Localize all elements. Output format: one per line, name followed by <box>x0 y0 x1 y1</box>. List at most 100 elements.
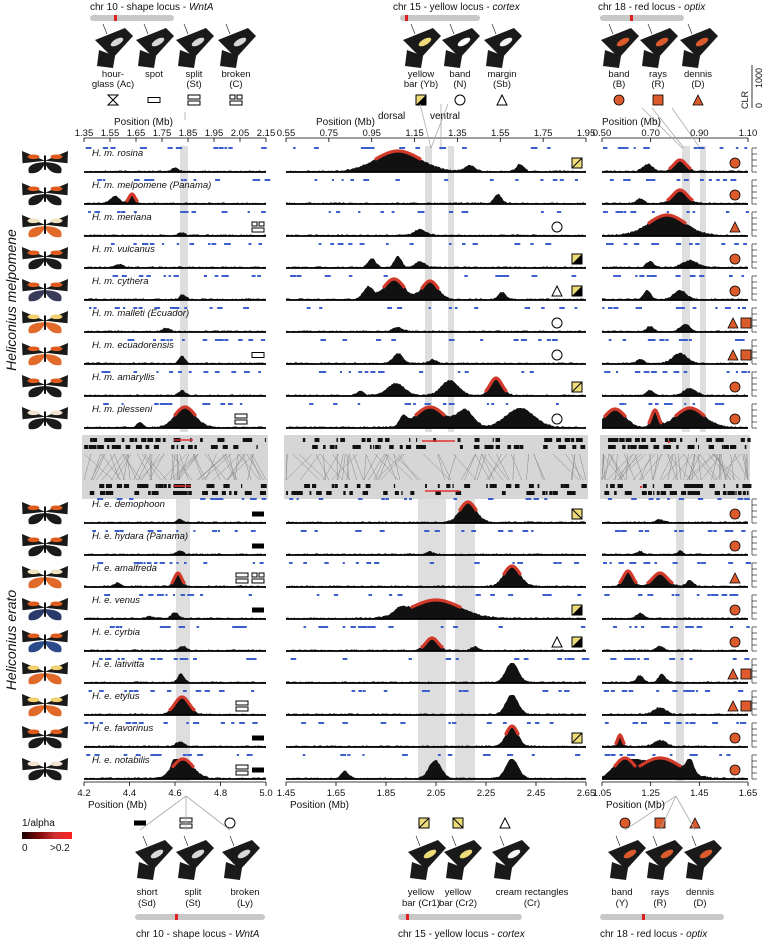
snp-marker <box>249 594 252 596</box>
snp-marker <box>602 307 604 309</box>
gene-model <box>580 445 585 449</box>
snp-marker <box>443 403 446 405</box>
snp-marker <box>675 690 678 692</box>
red-band-symbol <box>730 733 740 743</box>
gene-model <box>375 445 379 449</box>
short-symbol <box>252 544 264 549</box>
snp-marker <box>439 147 444 149</box>
snp-marker <box>203 562 207 564</box>
rays-symbol <box>741 318 751 328</box>
gene-model <box>110 438 116 442</box>
snp-marker <box>330 243 334 245</box>
snp-marker <box>173 275 179 277</box>
snp-marker <box>577 594 581 596</box>
population-label: H. e. lativitta <box>92 659 144 670</box>
gene-model <box>168 484 171 488</box>
gene-model <box>130 438 134 442</box>
gene-model <box>310 491 312 495</box>
snp-marker <box>349 371 351 373</box>
axis-tick-label: 1.55 <box>101 128 120 139</box>
hindwing-right <box>45 386 62 397</box>
gene-model <box>653 445 658 449</box>
gene-model <box>366 484 371 488</box>
chromosome-top-0-bar <box>90 15 174 21</box>
hindwing-right <box>45 545 62 556</box>
phenotype-illustration-bottom <box>492 836 530 880</box>
snp-marker <box>534 498 539 500</box>
snp-marker <box>746 498 749 500</box>
forewing-band <box>51 314 63 319</box>
snp-marker <box>512 562 514 564</box>
snp-marker <box>707 594 710 596</box>
snp-marker <box>388 626 393 628</box>
axis-tick-label: 2.05 <box>427 788 446 799</box>
snp-marker <box>532 275 538 277</box>
snp-marker <box>358 626 363 628</box>
snp-marker <box>738 307 740 309</box>
row-butterfly <box>22 343 68 365</box>
rays-symbol <box>741 350 751 360</box>
snp-marker <box>560 307 565 309</box>
snp-marker <box>608 307 613 309</box>
snp-marker <box>226 243 231 245</box>
snp-marker <box>238 626 240 628</box>
snp-marker <box>741 498 743 500</box>
gene-model <box>401 491 402 495</box>
snp-marker <box>449 339 454 341</box>
phenotype-label-bottom: (Y) <box>616 898 629 909</box>
legend-max-label: >0.2 <box>50 843 70 854</box>
forewing-band <box>51 569 63 574</box>
snp-marker <box>647 147 650 149</box>
snp-marker <box>693 307 697 309</box>
snp-marker <box>673 626 678 628</box>
butterfly-body <box>44 220 46 234</box>
snp-marker <box>736 371 738 373</box>
gene-model <box>452 484 453 488</box>
gene-model <box>649 491 652 495</box>
snp-marker <box>557 211 561 213</box>
forewing-band <box>28 761 40 766</box>
snp-marker <box>291 275 296 277</box>
snp-marker <box>358 690 362 692</box>
split-symbol <box>188 101 200 105</box>
gene-model <box>496 445 500 449</box>
gene-model <box>164 484 167 488</box>
gene-model <box>349 491 353 495</box>
clr-axis-label: CLR <box>740 91 750 110</box>
gene-model <box>495 438 500 442</box>
snp-marker <box>213 147 218 149</box>
snp-marker <box>624 530 627 532</box>
gene-model <box>489 445 490 449</box>
forewing-band <box>51 410 63 415</box>
snp-marker <box>684 403 686 405</box>
gene-model <box>634 445 637 449</box>
snp-marker <box>581 626 585 628</box>
clr-track-area <box>602 707 748 715</box>
snp-marker <box>723 179 727 181</box>
gene-model <box>446 484 450 488</box>
clr-track-area <box>84 356 266 364</box>
snp-marker <box>618 562 623 564</box>
phenotype-illustration-top <box>218 24 256 68</box>
gene-model <box>741 438 745 442</box>
hindwing-left <box>28 737 45 748</box>
hindwing-left <box>28 290 45 301</box>
snp-marker <box>169 275 171 277</box>
phenotype-illustration-bottom <box>645 836 683 880</box>
snp-marker <box>215 275 219 277</box>
gene-model <box>105 438 107 442</box>
gene-model <box>520 445 524 449</box>
short-symbol <box>252 512 264 517</box>
snp-marker <box>361 147 364 149</box>
snp-marker <box>696 690 698 692</box>
gene-model <box>742 484 744 488</box>
gene-model <box>671 438 674 442</box>
gene-model <box>212 491 218 495</box>
snp-marker <box>538 339 541 341</box>
snp-marker <box>503 722 507 724</box>
gene-model <box>233 445 238 449</box>
row-butterfly <box>22 502 68 524</box>
hindwing-left <box>28 162 45 173</box>
snp-marker <box>508 594 513 596</box>
snp-marker <box>258 371 261 373</box>
